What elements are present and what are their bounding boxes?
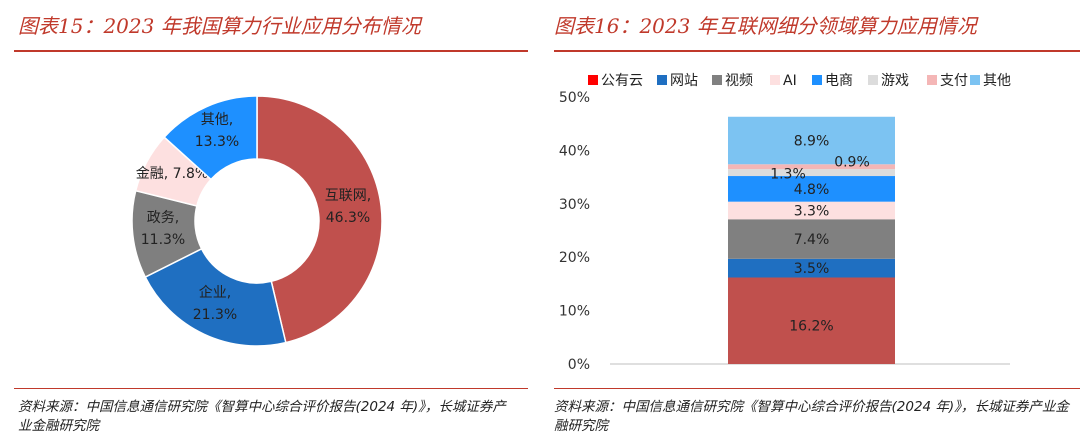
legend-swatch bbox=[712, 75, 722, 85]
source-note: 资料来源：中国信息通信研究院《智算中心综合评价报告(2024 年)》，长城证券产… bbox=[18, 399, 506, 434]
legend-swatch bbox=[588, 75, 598, 85]
bar-segment bbox=[728, 258, 895, 278]
legend-swatch bbox=[970, 75, 980, 85]
bar-segment bbox=[728, 169, 895, 177]
bar-segment bbox=[728, 277, 895, 364]
bar-segment bbox=[728, 176, 895, 202]
bar-value-label: 7.4% bbox=[794, 232, 830, 248]
legend-swatch bbox=[657, 75, 667, 85]
source-note: 资料来源：中国信息通信研究院《智算中心综合评价报告(2024 年)》，长城证券产… bbox=[554, 399, 1069, 434]
bar-value-label: 3.5% bbox=[794, 261, 830, 277]
bar-value-label: 16.2% bbox=[789, 319, 833, 335]
bar-segment bbox=[728, 201, 895, 220]
chart-title: 图表16：2023 年互联网细分领域算力应用情况 bbox=[554, 14, 977, 38]
y-tick-label: 10% bbox=[559, 304, 590, 320]
bar-segment bbox=[728, 116, 895, 165]
legend-label: 公有云 bbox=[601, 73, 643, 89]
legend-label: 视频 bbox=[725, 73, 753, 89]
panel-internet-subsegments: 图表16：2023 年互联网细分领域算力应用情况 0% 10% 20% 30% 40% 5… bbox=[550, 0, 1080, 440]
stacked-bar-chart: 0% 10% 20% 30% 40% 50% 公有云 网站 视频 AI 电商 游戏 支付 其他 16.2% 3… bbox=[559, 73, 1011, 373]
legend-swatch bbox=[812, 75, 822, 85]
y-tick-label: 30% bbox=[559, 197, 590, 213]
donut-slice bbox=[163, 95, 258, 181]
legend-label: 电商 bbox=[825, 73, 853, 89]
legend-label: AI bbox=[783, 73, 797, 89]
slice-label: 互联网, bbox=[325, 188, 371, 204]
slice-label: 其他, bbox=[201, 112, 233, 128]
bar-value-label: 4.8% bbox=[794, 182, 830, 198]
title-divider bbox=[14, 50, 528, 52]
bar-value-label: 3.3% bbox=[794, 203, 830, 219]
donut-chart: 互联网, 46.3% 企业, 21.3% 政务, 11.3% 金融, 7.8% 其他, 13.3… bbox=[131, 95, 383, 347]
slice-value-label: 13.3% bbox=[195, 134, 239, 150]
slice-label: 企业, bbox=[199, 284, 231, 301]
bar-segment bbox=[728, 219, 895, 259]
legend-label: 支付 bbox=[940, 73, 968, 89]
legend-swatch bbox=[770, 75, 780, 85]
slice-value-label: 46.3% bbox=[326, 210, 370, 226]
legend-swatch bbox=[927, 75, 937, 85]
y-tick-label: 0% bbox=[568, 357, 590, 373]
source-divider bbox=[14, 388, 528, 389]
slice-value-label: 11.3% bbox=[141, 232, 185, 248]
panel-industry-distribution: 图表15：2023 年我国算力行业应用分布情况 互联网, 46.3% 企业, 21.3… bbox=[0, 0, 530, 440]
slice-label: 金融, 7.8% bbox=[136, 166, 208, 182]
legend-swatch bbox=[868, 75, 878, 85]
title-divider bbox=[554, 50, 1080, 52]
bar-value-label: 1.3% bbox=[770, 167, 806, 183]
bar-value-label: 0.9% bbox=[834, 155, 870, 171]
legend-label: 游戏 bbox=[881, 73, 909, 89]
y-tick-label: 20% bbox=[559, 250, 590, 266]
legend-label: 网站 bbox=[670, 73, 698, 89]
bar-value-label: 8.9% bbox=[794, 134, 830, 150]
bar-segment bbox=[728, 164, 895, 170]
donut-slice bbox=[144, 247, 287, 347]
donut-slice bbox=[256, 95, 383, 344]
slice-label: 政务, bbox=[147, 210, 179, 226]
y-tick-label: 50% bbox=[559, 90, 590, 106]
source-divider bbox=[554, 388, 1080, 389]
legend-label: 其他 bbox=[983, 73, 1011, 89]
y-tick-label: 40% bbox=[559, 143, 590, 159]
slice-value-label: 21.3% bbox=[193, 307, 237, 323]
chart-title: 图表15：2023 年我国算力行业应用分布情况 bbox=[18, 14, 421, 38]
